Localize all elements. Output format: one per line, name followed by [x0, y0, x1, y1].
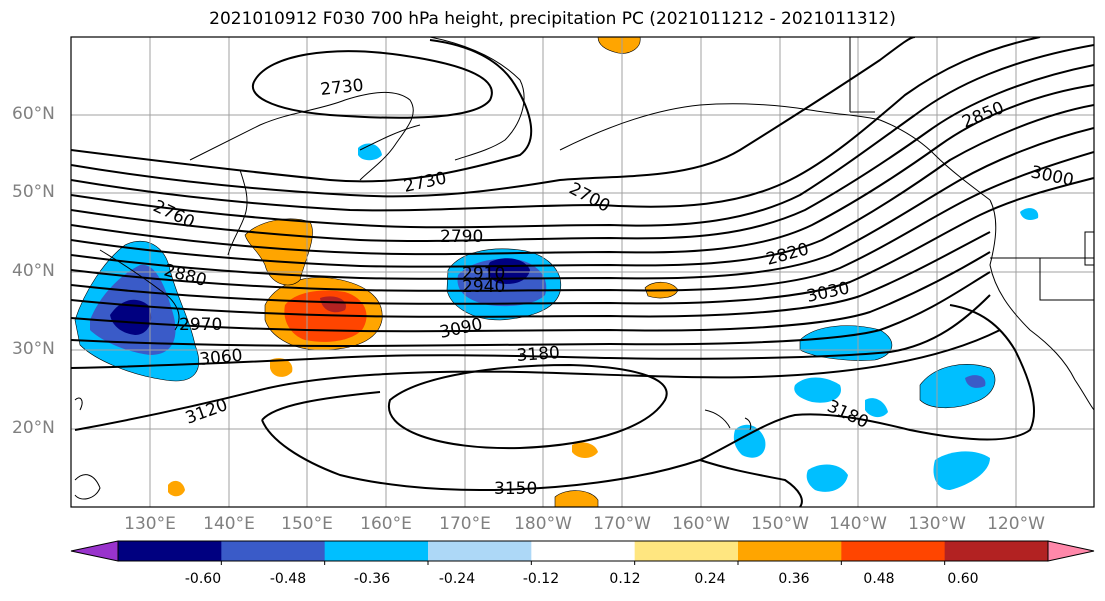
- contour-label: 2910: [462, 264, 505, 284]
- lat-label: 30°N: [12, 339, 55, 359]
- colorbar-tick-label: -0.36: [353, 571, 391, 587]
- lon-label: 180°W: [514, 514, 572, 534]
- coastlines: [74, 37, 1094, 500]
- colorbar-tick-label: 0.60: [947, 571, 979, 587]
- contour-label: 2790: [440, 227, 483, 247]
- lat-label: 50°N: [12, 182, 55, 202]
- lon-label: 170°W: [593, 514, 651, 534]
- lon-label: 150°E: [281, 514, 333, 534]
- colorbar-tick-label: -0.60: [184, 571, 222, 587]
- colorbar-tick-label: 0.36: [778, 571, 810, 587]
- lat-label: 60°N: [12, 104, 55, 124]
- graticule: [71, 37, 1094, 507]
- lon-label: 130°E: [124, 514, 176, 534]
- contour-label: 3060: [198, 346, 243, 370]
- contour-label: 3180: [516, 343, 561, 366]
- lon-label: 160°W: [672, 514, 730, 534]
- contour-label: 2970: [179, 315, 222, 335]
- colorbar-tick-label: 0.12: [609, 571, 641, 587]
- colorbar-tick-label: -0.48: [269, 571, 307, 587]
- lat-label: 20°N: [12, 418, 55, 438]
- lon-label: 130°W: [908, 514, 966, 534]
- lon-label: 150°W: [751, 514, 809, 534]
- height-contours: [71, 37, 1094, 507]
- lon-label: 160°E: [360, 514, 412, 534]
- contour-label-group: 2730 2730 2700 2760 2790 2820 2850 3000 …: [150, 76, 1076, 499]
- lon-label: 140°W: [829, 514, 887, 534]
- lat-label: 40°N: [12, 261, 55, 281]
- colorbar-tick-label: 0.48: [863, 571, 895, 587]
- colorbar-tick-label: -0.12: [522, 571, 560, 587]
- contour-label: 2940: [462, 277, 505, 297]
- lon-label: 140°E: [203, 514, 255, 534]
- map-title: 2021010912 F030 700 hPa height, precipit…: [209, 9, 896, 29]
- contour-label: 3150: [494, 479, 537, 499]
- colorbar-tick-label: -0.24: [438, 571, 476, 587]
- lon-label: 120°W: [987, 514, 1045, 534]
- colorbar-tick-label: 0.24: [694, 571, 726, 587]
- contour-label: 2730: [319, 76, 364, 100]
- lon-label: 170°E: [439, 514, 491, 534]
